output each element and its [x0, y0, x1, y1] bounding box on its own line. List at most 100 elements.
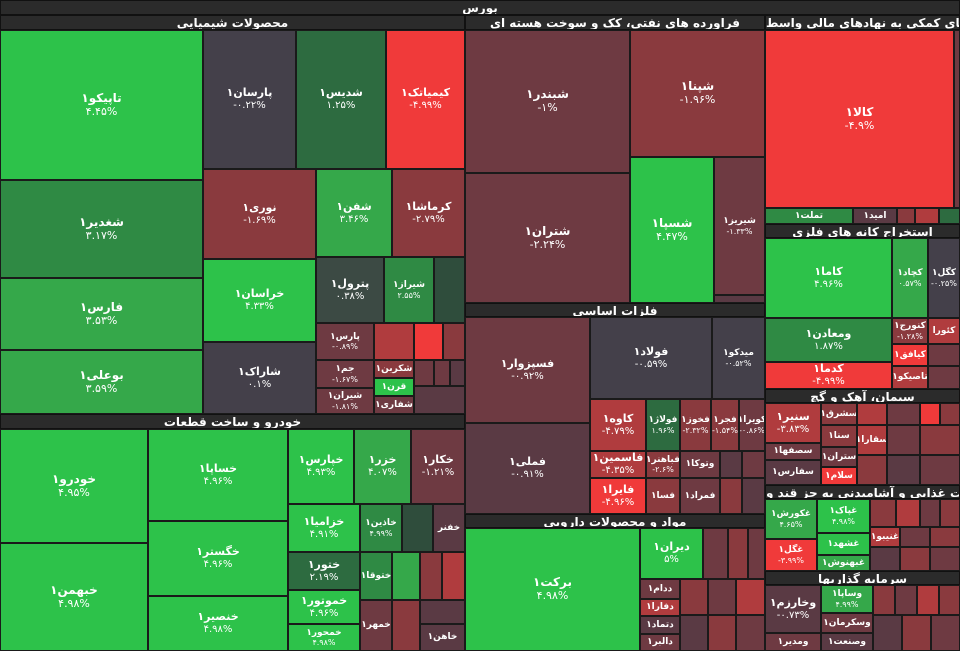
tile-khakar[interactable]: خکار۱ -۱.۲۱%	[411, 429, 465, 504]
tile-auto-small-4[interactable]	[442, 552, 465, 600]
tile-khmehvar[interactable]: خمحور۱ ۴.۹۸%	[288, 624, 360, 651]
tile-auto-small-3[interactable]	[420, 552, 442, 600]
tile-pharma-small-1[interactable]	[703, 528, 728, 579]
tile-kadama[interactable]: کدما۱ -۴.۹۹%	[765, 362, 892, 389]
tile-cement-small-8[interactable]	[887, 455, 920, 485]
sector-header-chemical[interactable]: محصولات شیمیایی	[0, 15, 465, 30]
tile-mine-small-2[interactable]	[928, 366, 960, 389]
tile-fayra[interactable]: فایرا۱ -۴.۹۶%	[590, 478, 646, 514]
sector-header-basic-metals[interactable]: فلزات اساسی	[465, 303, 765, 317]
tile-fesa[interactable]: فسا۱	[646, 478, 680, 514]
sector-header-pharma[interactable]: مواد و محصولات دارویی	[465, 514, 765, 528]
tile-cement-small-5[interactable]	[887, 425, 920, 455]
tile-inv-small-6[interactable]	[902, 615, 931, 651]
tile-khzamia[interactable]: خزامیا۱ ۴.۹۱%	[288, 504, 360, 552]
tile-inv-small-1[interactable]	[873, 585, 895, 615]
tile-food-small-1[interactable]	[870, 499, 896, 527]
tile-mine-small-1[interactable]	[928, 344, 960, 366]
tile-inv-small-3[interactable]	[917, 585, 939, 615]
tile-kegol[interactable]: کگل۱ -۰.۲۵%	[928, 238, 960, 318]
tile-metal-small-3[interactable]	[720, 478, 742, 514]
tile-fasipzovar[interactable]: فسپزوار۱ -۰.۹۲%	[465, 317, 590, 423]
tile-shafari[interactable]: شفاری۱	[374, 396, 414, 414]
tile-chem-small-5[interactable]	[414, 360, 434, 386]
tile-femeli[interactable]: فملی۱ -۰.۹۱%	[465, 423, 590, 514]
tile-gakorosh[interactable]: غکورش۱ ۴.۶۵%	[765, 499, 817, 539]
tile-pharma-small-2[interactable]	[728, 528, 748, 579]
tile-auto-small-6[interactable]	[420, 600, 465, 624]
tile-tasikou[interactable]: تاصیکو۱	[892, 366, 928, 389]
tile-khgostar[interactable]: خگستر۱ ۴.۹۶%	[148, 521, 288, 596]
tile-pharma-small-4[interactable]	[680, 579, 708, 615]
tile-cement-small-6[interactable]	[920, 425, 960, 455]
tile-fin-small-4[interactable]	[939, 208, 960, 224]
tile-fajr[interactable]: فجر۱ -۱.۵۴%	[711, 399, 739, 451]
tile-petrol[interactable]: پترول۱ ۰.۳۸%	[316, 257, 384, 323]
tile-pharma-small-6[interactable]	[736, 579, 765, 615]
tile-food-small-2[interactable]	[896, 499, 920, 527]
tile-dalbor[interactable]: دالبر۱	[640, 634, 680, 651]
tile-dtmad[interactable]: دتماد۱	[640, 616, 680, 634]
tile-setran[interactable]: ستران۱	[821, 447, 857, 467]
tile-metal-small-1[interactable]	[720, 451, 742, 478]
tile-shiran[interactable]: شیران۱ -۱.۸۱%	[316, 388, 374, 414]
tile-shafan[interactable]: شفن۱ ۳.۴۶%	[316, 169, 392, 257]
tile-fekhouz[interactable]: فخوز۱ -۲.۳۲%	[680, 399, 711, 451]
tile-kala[interactable]: کالا۱ -۴.۹%	[765, 30, 954, 208]
tile-kimiatek[interactable]: کیمیاتک۱ -۴.۹۹%	[386, 30, 465, 169]
tile-khorasan[interactable]: خراسان۱ ۴.۳۳%	[203, 259, 316, 342]
tile-folaj[interactable]: فولاژ۱ ۱.۹۶%	[646, 399, 680, 451]
sector-header-cement[interactable]: سیمان، آهک و گچ	[765, 389, 960, 403]
tile-fin-small-1[interactable]	[954, 30, 960, 208]
tile-chem-small-6[interactable]	[434, 360, 450, 386]
tile-dfaraj[interactable]: دفارا۱	[640, 599, 680, 616]
tile-inv-small-4[interactable]	[939, 585, 960, 615]
tile-shpna[interactable]: شپنا۱ -۱.۹۶%	[630, 30, 765, 157]
tile-sharak[interactable]: شاراک۱ ۰.۱%	[203, 342, 316, 414]
tile-auto-small-1[interactable]	[402, 504, 433, 552]
tile-food-small-5[interactable]	[900, 527, 930, 547]
tile-khbahman[interactable]: خبهمن۱ ۴.۹۸%	[0, 543, 148, 651]
tile-khpars[interactable]: خپارس۱ ۴.۹۳%	[288, 429, 354, 504]
sector-header-refinery[interactable]: فراورده های نفتی، کک و سوخت هسته ای	[465, 15, 765, 30]
tile-seqara[interactable]: سقارا۱	[857, 425, 887, 455]
tile-konoraj[interactable]: کنورج۱ -۱.۲۸%	[892, 318, 928, 344]
tile-kovira[interactable]: کویرا۱-۰.۸۶%	[739, 399, 765, 451]
tile-cement-small-9[interactable]	[920, 455, 960, 485]
tile-pharma-small-7[interactable]	[680, 615, 708, 651]
tile-ghagha[interactable]: غپاک۱ ۴.۹۸%	[817, 499, 870, 533]
tile-gbehpak[interactable]: غبهنوش۱	[817, 555, 870, 571]
tile-khazar[interactable]: خزر۱ ۴.۰۷%	[354, 429, 411, 504]
tile-food-small-7[interactable]	[870, 547, 900, 571]
tile-khsapa[interactable]: خساپا۱ ۴.۹۶%	[148, 429, 288, 521]
tile-gshahd[interactable]: غشهد۱	[817, 533, 870, 555]
tile-khtoga[interactable]: ختوقا۱	[360, 552, 392, 600]
tile-khmehr[interactable]: خمهر۱	[360, 600, 392, 651]
tile-kave[interactable]: کاوه۱ -۴.۷۹%	[590, 399, 646, 451]
tile-inv-small-7[interactable]	[931, 615, 960, 651]
tile-khzhaen[interactable]: خاذین۱ ۴.۹۹%	[360, 504, 402, 552]
tile-mydko[interactable]: میدکو۱ -۰.۵۲%	[712, 317, 765, 399]
tile-khmotor[interactable]: خموتور۱ ۴.۹۶%	[288, 590, 360, 624]
tile-chem-small-4[interactable]	[443, 323, 465, 360]
tile-chem-small-2[interactable]	[374, 323, 414, 360]
tile-cement-small-7[interactable]	[857, 455, 887, 485]
tile-cement-small-3[interactable]	[920, 403, 940, 425]
tile-sena[interactable]: سنا۱	[821, 425, 857, 447]
tile-pars[interactable]: پارس۱ -۰.۸۹%	[316, 323, 374, 360]
tile-food-small-3[interactable]	[920, 499, 940, 527]
tile-karmasha[interactable]: کرماشا۱ -۲.۷۹%	[392, 169, 465, 257]
tile-shesepa[interactable]: شسپا۱ ۴.۴۷%	[630, 157, 714, 303]
tile-sefahan[interactable]: سصفها۱	[765, 443, 821, 460]
tile-vmadir[interactable]: ومدیر۱	[765, 633, 821, 651]
tile-pharma-small-5[interactable]	[708, 579, 736, 615]
tile-ref-small-1[interactable]	[714, 295, 765, 303]
tile-khnasir[interactable]: خنصیر۱ ۴.۹۸%	[148, 596, 288, 651]
tile-bouali[interactable]: بوعلی۱ ۳.۵۹%	[0, 350, 203, 414]
sector-header-food[interactable]: محصولات غذایی و آشامیدنی به جز قند و	[765, 485, 960, 499]
tile-gnab[interactable]: غنیبو۱	[870, 527, 900, 547]
tile-khtar[interactable]: ختور۱ ۲.۱۹%	[288, 552, 360, 590]
tile-pharma-small-9[interactable]	[736, 615, 765, 651]
tile-food-small-6[interactable]	[930, 527, 960, 547]
tile-pharma-small-8[interactable]	[708, 615, 736, 651]
